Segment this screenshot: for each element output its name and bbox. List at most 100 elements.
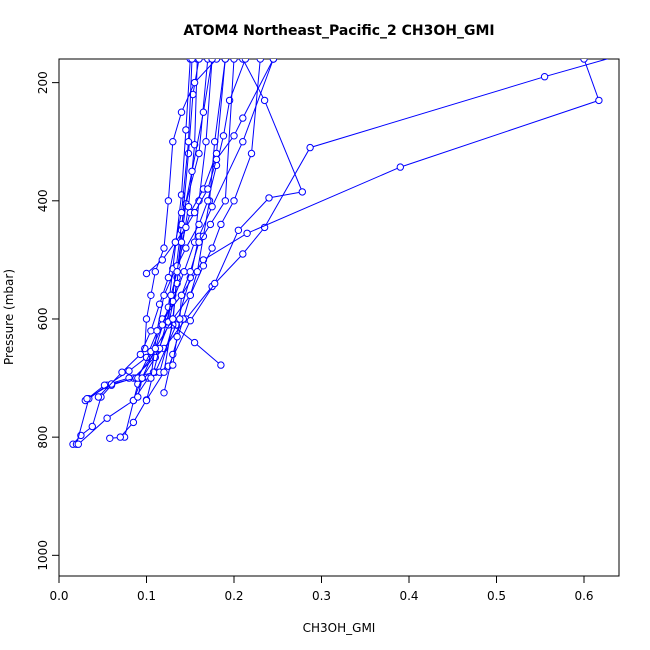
series-line (77, 59, 303, 445)
series-16 (134, 59, 264, 401)
data-point (136, 350, 145, 359)
data-point (153, 327, 161, 335)
data-point (173, 333, 181, 341)
data-point (239, 138, 247, 146)
series-line (167, 59, 226, 366)
data-point (204, 185, 212, 193)
data-point (190, 338, 199, 347)
data-point (160, 244, 168, 252)
data-point (269, 59, 278, 63)
data-point (118, 368, 126, 376)
series-line (98, 59, 193, 398)
data-point (164, 197, 173, 205)
data-point (188, 59, 196, 63)
x-tick-label: 0.6 (574, 589, 593, 603)
data-point (190, 208, 199, 217)
data-point (595, 96, 603, 105)
data-point (239, 250, 247, 258)
data-point (186, 291, 195, 299)
data-point (142, 396, 151, 405)
data-point (158, 256, 167, 264)
data-point (221, 197, 230, 205)
data-point (540, 73, 549, 81)
data-point (580, 59, 588, 63)
series-line (84, 59, 274, 401)
data-point (195, 59, 203, 63)
data-point (173, 268, 181, 276)
y-tick-label: 800 (36, 426, 50, 449)
series-line (144, 59, 217, 349)
data-point (182, 223, 190, 232)
data-point (151, 344, 160, 353)
data-point (182, 126, 190, 134)
data-point (160, 368, 168, 376)
x-tick-label: 0.1 (137, 589, 156, 603)
data-point (160, 389, 168, 397)
data-point (186, 268, 195, 276)
data-point (169, 138, 177, 146)
data-point (306, 143, 314, 152)
data-point (199, 262, 208, 270)
data-point (147, 291, 155, 299)
x-tick-label: 0.4 (399, 589, 418, 603)
data-point (202, 138, 210, 146)
data-point (208, 59, 216, 63)
data-point (204, 197, 212, 205)
y-axis: 200 400 600 800 1000 (36, 71, 60, 571)
x-tick-label: 0.5 (487, 589, 506, 603)
data-point (195, 149, 203, 158)
y-axis-label: Pressure (mbar) (2, 269, 16, 365)
data-point (190, 78, 199, 87)
data-point (169, 361, 177, 369)
data-point (241, 59, 250, 63)
x-axis: 0.0 0.1 0.2 0.3 0.4 0.5 0.6 (49, 575, 594, 603)
data-point (151, 268, 160, 276)
x-tick-label: 0.3 (312, 589, 331, 603)
y-tick-label: 600 (36, 308, 50, 331)
data-point (230, 132, 238, 140)
data-point (239, 114, 247, 122)
data-point (256, 59, 264, 63)
data-point (217, 361, 225, 369)
data-point (211, 279, 219, 288)
data-point (147, 327, 155, 335)
data-point (298, 188, 306, 196)
data-point (142, 269, 151, 278)
data-point (184, 138, 193, 146)
data-point (158, 321, 167, 329)
data-point (177, 291, 186, 299)
series-11 (94, 59, 196, 401)
data-point (190, 141, 199, 149)
data-layer (69, 59, 609, 448)
y-tick-label: 1000 (36, 540, 50, 571)
data-point (167, 291, 175, 299)
data-point (171, 238, 180, 246)
data-point (243, 229, 251, 238)
y-tick-label: 400 (36, 189, 50, 212)
data-point (219, 132, 228, 140)
data-point (83, 395, 91, 403)
x-axis-label: CH3OH_GMI (303, 621, 376, 635)
data-point (88, 422, 97, 431)
data-point (247, 149, 256, 158)
data-point (180, 268, 188, 276)
data-point (125, 367, 133, 375)
data-point (160, 291, 168, 299)
data-point (195, 220, 203, 229)
data-point (155, 300, 164, 308)
x-tick-label: 0.2 (224, 589, 243, 603)
data-point (188, 167, 196, 176)
data-point (265, 194, 273, 202)
data-point (103, 414, 111, 422)
series-17 (142, 59, 278, 278)
data-point (182, 244, 190, 252)
data-point (177, 208, 186, 217)
data-point (100, 381, 109, 389)
data-point (212, 155, 221, 164)
data-point (230, 197, 238, 205)
data-point (94, 393, 103, 401)
data-point (147, 374, 155, 382)
data-point (208, 244, 216, 252)
